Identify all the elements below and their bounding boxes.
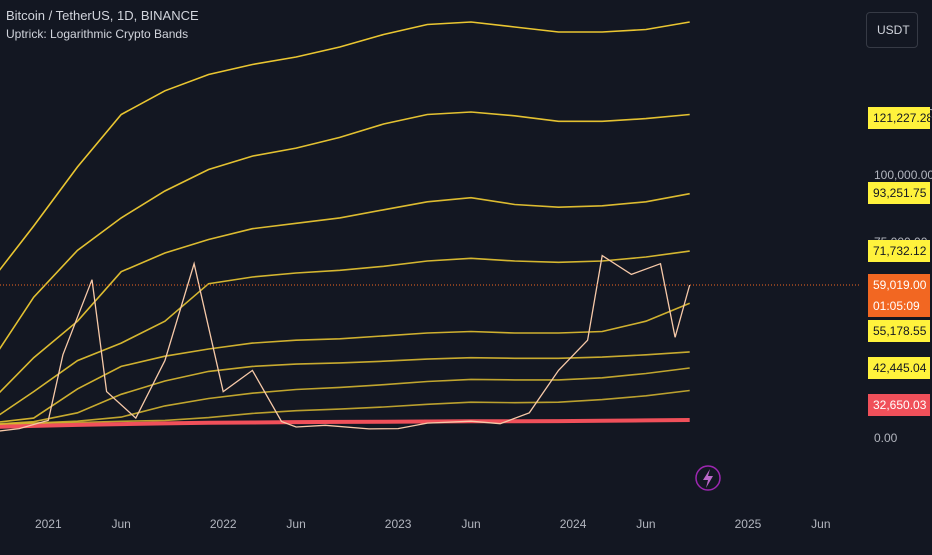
band-line-5 bbox=[0, 302, 691, 423]
band-line-3 bbox=[0, 192, 690, 394]
indicator-title[interactable]: Uptrick: Logarithmic Crypto Bands bbox=[6, 27, 189, 41]
bands-group bbox=[0, 21, 691, 429]
price-label: 121,227.28 bbox=[868, 107, 932, 129]
x-tick-label: 2023 bbox=[385, 517, 412, 531]
price-line bbox=[0, 254, 691, 432]
x-tick-label: 2025 bbox=[735, 517, 762, 531]
band-line-6 bbox=[0, 351, 690, 425]
price-label: 59,019.00 bbox=[868, 274, 930, 296]
x-tick-label: Jun bbox=[286, 517, 305, 531]
x-tick-label: Jun bbox=[636, 517, 655, 531]
price-group bbox=[0, 254, 860, 432]
price-label: 32,650.03 bbox=[868, 394, 930, 416]
y-tick-label: 100,000.00 bbox=[874, 168, 932, 182]
price-label: 71,732.12 bbox=[868, 240, 930, 262]
y-tick-label: 0.00 bbox=[874, 431, 898, 445]
symbol-title[interactable]: Bitcoin / TetherUS, 1D, BINANCE bbox=[6, 8, 199, 23]
price-label: 55,178.55 bbox=[868, 320, 930, 342]
band-line-4 bbox=[0, 250, 690, 416]
band-line-8 bbox=[0, 389, 690, 427]
x-tick-label: 2022 bbox=[210, 517, 237, 531]
band-line-1 bbox=[0, 21, 690, 271]
price-label: 93,251.75 bbox=[868, 182, 930, 204]
x-tick-label: Jun bbox=[461, 517, 480, 531]
band-line-7 bbox=[0, 367, 690, 426]
price-label: 01:05:09 bbox=[868, 295, 930, 317]
x-axis: 2021 Jun 2022 Jun 2023 Jun 2024 Jun 2025 Jun bbox=[35, 517, 831, 531]
x-tick-label: 2021 bbox=[35, 517, 62, 531]
x-tick-label: Jun bbox=[811, 517, 830, 531]
chart-header: Bitcoin / TetherUS, 1D, BINANCE Uptrick:… bbox=[6, 6, 199, 43]
lightning-icon[interactable] bbox=[695, 465, 721, 491]
x-tick-label: 2024 bbox=[560, 517, 587, 531]
band-line-9 bbox=[0, 418, 690, 429]
x-tick-label: Jun bbox=[112, 517, 131, 531]
band-line-2 bbox=[0, 111, 690, 350]
currency-button[interactable]: USDT bbox=[866, 12, 918, 48]
price-label: 42,445.04 bbox=[868, 357, 930, 379]
